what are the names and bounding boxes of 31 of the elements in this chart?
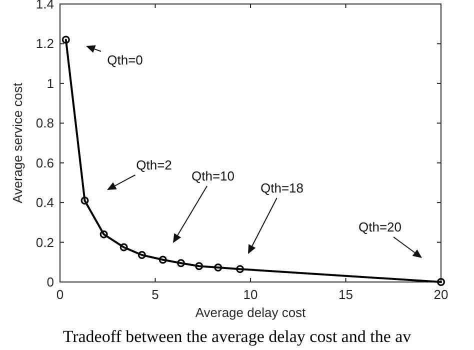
y-tick-label: 0.6: [36, 155, 54, 170]
point: [214, 264, 222, 272]
point: [138, 250, 146, 259]
point: [120, 243, 128, 252]
point: [62, 36, 70, 44]
y-tick-label: 0: [46, 274, 54, 290]
point: [158, 256, 167, 264]
y-tick-label: 0.8: [36, 116, 54, 131]
x-axis-title: Average delay cost: [195, 305, 306, 320]
annotation: Qth=10: [191, 168, 235, 184]
point: [100, 230, 108, 238]
point: [437, 278, 445, 286]
y-tick-label: 0.4: [36, 195, 54, 210]
point: [195, 262, 204, 270]
y-axis-title: Average service cost: [10, 82, 25, 204]
annotation: Qth=18: [260, 180, 304, 196]
y-tick-label: 0.2: [36, 234, 54, 250]
y-tick-label: 1: [46, 76, 54, 91]
text: Tradeoff between the average delay cost and the av: [62, 327, 412, 346]
annotation: Qth=2: [136, 158, 172, 172]
point: [80, 196, 89, 205]
annotation: Qth=0: [107, 52, 143, 68]
x-tick-label: 0: [56, 287, 64, 302]
x-tick-label: 20: [434, 287, 448, 302]
x-tick-label: 15: [338, 287, 353, 302]
point: [176, 259, 185, 268]
x-tick-label: 10: [243, 287, 258, 302]
annotation: Qth=20: [358, 220, 402, 234]
point: [236, 265, 244, 274]
y-tick-label: 1.2: [36, 36, 54, 52]
x-tick-label: 5: [152, 287, 159, 302]
